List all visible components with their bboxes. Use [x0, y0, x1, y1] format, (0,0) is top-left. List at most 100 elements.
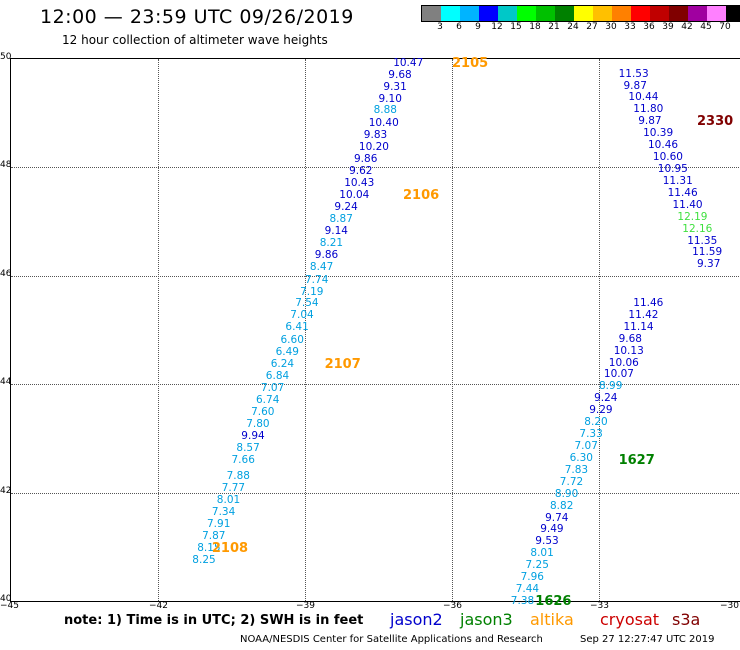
legend-label: 9 — [475, 22, 481, 32]
wave-height-value: 8.90 — [554, 487, 579, 500]
satellite-legend-item: altika — [530, 610, 574, 629]
wave-height-value: 6.41 — [285, 321, 309, 334]
legend-label: 36 — [643, 22, 655, 32]
legend-swatch — [669, 6, 688, 21]
legend-label: 30 — [605, 22, 617, 32]
wave-height-value: 10.20 — [358, 140, 389, 153]
wave-height-value: 8.82 — [550, 499, 574, 512]
grid-line-vertical — [452, 59, 453, 601]
wave-height-value: 6.30 — [569, 451, 593, 464]
wave-height-value: 11.46 — [667, 186, 698, 199]
legend-swatch — [574, 6, 593, 21]
grid-line-vertical — [305, 59, 306, 601]
wave-height-value: 9.83 — [363, 128, 388, 141]
map-title: 12:00 — 23:59 UTC 09/26/2019 — [40, 6, 354, 28]
wave-height-value: 8.01 — [530, 547, 554, 560]
pass-time-label: 2107 — [324, 356, 361, 372]
satellite-legend-item: jason2 — [390, 610, 443, 629]
legend-label: 12 — [491, 22, 503, 32]
wave-height-value: 10.95 — [657, 163, 688, 176]
wave-height-value: 12.16 — [682, 222, 713, 235]
legend-label: 24 — [567, 22, 579, 32]
y-tick-label: 40 — [0, 594, 12, 604]
legend-swatch — [479, 6, 498, 21]
wave-height-value: 10.13 — [613, 344, 644, 357]
grid-line-vertical — [158, 59, 159, 601]
wave-height-value: 9.86 — [314, 249, 339, 262]
wave-height-value: 11.80 — [633, 103, 664, 116]
x-tick-label: −30 — [720, 601, 739, 611]
x-tick-label: −36 — [443, 601, 462, 611]
wave-height-value: 10.39 — [643, 127, 674, 140]
wave-height-value: 8.15 — [197, 541, 221, 554]
wave-height-value: 8.01 — [216, 494, 241, 507]
x-tick-label: −45 — [0, 601, 19, 611]
wave-height-value: 11.14 — [623, 320, 654, 333]
wave-height-value: 9.14 — [324, 225, 348, 238]
wave-height-value: 10.44 — [628, 91, 659, 104]
wave-height-value: 9.24 — [594, 392, 618, 405]
legend-label: 42 — [681, 22, 693, 32]
legend-swatch — [650, 6, 669, 21]
y-tick-label: 42 — [0, 485, 12, 496]
wave-height-value: 7.04 — [290, 309, 314, 322]
wave-height-value: 11.46 — [633, 296, 664, 309]
legend-label: 45 — [700, 22, 712, 32]
wave-height-value: 7.07 — [574, 439, 598, 452]
grid-line-horizontal — [11, 167, 740, 169]
x-tick-label: −42 — [149, 601, 168, 611]
wave-height-value: 7.66 — [231, 454, 255, 467]
legend-swatch — [422, 6, 441, 21]
pass-time-label: 2106 — [403, 188, 440, 204]
legend-label: 27 — [586, 22, 598, 32]
wave-height-value: 7.33 — [579, 428, 603, 441]
wave-height-value: 9.87 — [638, 115, 662, 128]
legend-label: 33 — [624, 22, 636, 32]
wave-height-value: 7.34 — [211, 506, 236, 519]
wave-height-value: 10.07 — [603, 368, 634, 381]
wave-height-value: 8.57 — [236, 442, 260, 455]
wave-height-value: 8.20 — [584, 416, 608, 429]
satellite-legend-item: cryosat — [600, 610, 660, 629]
map-subtitle: 12 hour collection of altimeter wave hei… — [62, 33, 328, 47]
wave-height-value: 9.31 — [383, 80, 407, 93]
wave-height-value: 7.80 — [246, 417, 270, 430]
wave-height-value: 7.44 — [515, 583, 540, 596]
wave-height-value: 7.87 — [202, 529, 226, 542]
legend-swatch — [517, 6, 536, 21]
satellite-legend-item: s3a — [672, 610, 701, 629]
wave-height-value: 6.24 — [270, 357, 295, 370]
wave-height-value: 7.72 — [559, 475, 584, 488]
wave-height-value: 9.53 — [535, 535, 559, 548]
wave-height-value: 8.21 — [319, 237, 344, 250]
wave-height-value: 8.87 — [329, 212, 353, 225]
wave-height-value: 6.49 — [275, 345, 299, 358]
legend-label: 15 — [510, 22, 522, 32]
legend-label: 3 — [437, 22, 443, 32]
legend-label: 39 — [662, 22, 674, 32]
wave-height-value: 11.53 — [618, 67, 649, 80]
wave-height-value: 7.91 — [207, 518, 231, 531]
wave-height-value: 9.87 — [623, 79, 647, 92]
wave-height-value: 10.40 — [368, 116, 399, 129]
legend-swatch — [612, 6, 631, 21]
wave-height-value: 9.62 — [349, 165, 373, 178]
wave-height-value: 9.68 — [618, 332, 642, 345]
legend-label: 21 — [548, 22, 560, 32]
x-tick-label: −39 — [296, 601, 315, 611]
wave-height-value: 9.24 — [334, 200, 358, 213]
y-tick-label: 50 — [0, 52, 12, 62]
wave-height-value: 9.10 — [378, 92, 402, 105]
legend-label: 18 — [529, 22, 541, 32]
wave-height-value: 11.35 — [687, 234, 718, 247]
wave-height-value: 9.94 — [241, 429, 265, 442]
wave-height-value: 11.31 — [662, 174, 693, 187]
wave-height-value: 8.99 — [599, 380, 623, 393]
wave-height-value: 9.49 — [540, 523, 564, 536]
wave-height-value: 7.74 — [305, 273, 329, 286]
wave-height-value: 7.83 — [564, 463, 589, 476]
wave-height-value: 8.88 — [373, 104, 397, 117]
credit-line: NOAA/NESDIS Center for Satellite Applica… — [240, 634, 543, 645]
grid-line-horizontal — [11, 492, 740, 494]
